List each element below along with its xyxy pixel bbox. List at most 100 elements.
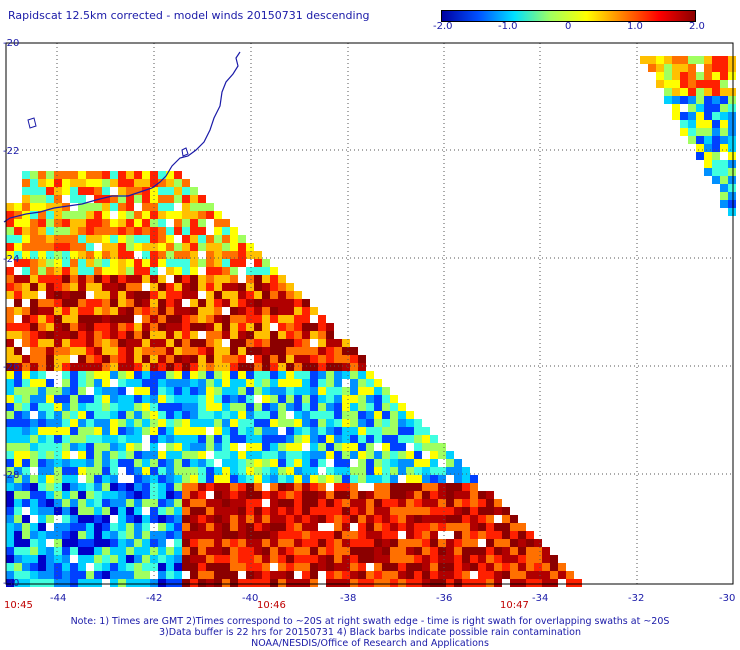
wind-cell: [246, 283, 254, 291]
wind-cell: [246, 459, 254, 467]
wind-cell: [350, 419, 358, 427]
wind-cell: [174, 571, 182, 579]
wind-cell: [6, 563, 14, 571]
wind-cell: [720, 144, 728, 152]
wind-cell: [342, 403, 350, 411]
wind-cell: [94, 355, 102, 363]
wind-cell: [318, 443, 326, 451]
wind-cell: [374, 395, 382, 403]
wind-cell: [664, 72, 672, 80]
wind-cell: [78, 579, 86, 587]
wind-cell: [294, 555, 302, 563]
wind-cell: [246, 275, 254, 283]
wind-cell: [86, 299, 94, 307]
wind-cell: [494, 499, 502, 507]
wind-cell: [86, 379, 94, 387]
wind-cell: [696, 128, 704, 136]
wind-cell: [142, 491, 150, 499]
wind-cell: [94, 547, 102, 555]
wind-cell: [222, 579, 230, 587]
wind-cell: [422, 443, 430, 451]
wind-cell: [382, 579, 390, 587]
wind-cell: [22, 307, 30, 315]
wind-cell: [390, 483, 398, 491]
wind-cell: [262, 267, 270, 275]
wind-cell: [390, 427, 398, 435]
wind-cell: [510, 523, 518, 531]
wind-cell: [502, 563, 510, 571]
wind-cell: [70, 419, 78, 427]
wind-cell: [254, 251, 262, 259]
wind-cell: [62, 571, 70, 579]
wind-cell: [142, 427, 150, 435]
wind-cell: [46, 499, 54, 507]
wind-cell: [38, 523, 46, 531]
wind-cell: [712, 72, 720, 80]
wind-cell: [14, 283, 22, 291]
wind-cell: [728, 144, 736, 152]
wind-cell: [214, 387, 222, 395]
wind-cell: [110, 283, 118, 291]
wind-cell: [14, 475, 22, 483]
wind-cell: [102, 571, 110, 579]
wind-cell: [374, 451, 382, 459]
wind-cell: [142, 251, 150, 259]
wind-cell: [158, 531, 166, 539]
wind-cell: [134, 443, 142, 451]
wind-cell: [302, 555, 310, 563]
wind-cell: [166, 179, 174, 187]
wind-cell: [358, 451, 366, 459]
wind-cell: [134, 347, 142, 355]
wind-cell: [366, 491, 374, 499]
wind-cell: [78, 451, 86, 459]
wind-cell: [70, 515, 78, 523]
wind-cell: [342, 523, 350, 531]
wind-cell: [278, 283, 286, 291]
wind-cell: [214, 419, 222, 427]
wind-cell: [398, 427, 406, 435]
wind-cell: [46, 531, 54, 539]
wind-cell: [86, 323, 94, 331]
wind-cell: [230, 315, 238, 323]
wind-cell: [134, 267, 142, 275]
wind-cell: [78, 547, 86, 555]
wind-cell: [110, 531, 118, 539]
wind-cell: [334, 515, 342, 523]
wind-cell: [62, 499, 70, 507]
wind-cell: [246, 475, 254, 483]
wind-cell: [302, 363, 310, 371]
wind-cell: [374, 539, 382, 547]
wind-cell: [238, 403, 246, 411]
wind-cell: [262, 411, 270, 419]
wind-cell: [486, 579, 494, 587]
wind-cell: [54, 211, 62, 219]
wind-cell: [166, 419, 174, 427]
wind-cell: [214, 555, 222, 563]
wind-cell: [62, 459, 70, 467]
wind-cell: [166, 387, 174, 395]
wind-cell: [86, 523, 94, 531]
wind-cell: [230, 539, 238, 547]
wind-cell: [230, 267, 238, 275]
wind-cell: [134, 227, 142, 235]
wind-cell: [6, 491, 14, 499]
wind-cell: [158, 475, 166, 483]
wind-cell: [286, 451, 294, 459]
wind-cell: [262, 387, 270, 395]
wind-cell: [278, 467, 286, 475]
wind-cell: [70, 235, 78, 243]
wind-cell: [206, 251, 214, 259]
wind-cell: [318, 483, 326, 491]
wind-cell: [302, 475, 310, 483]
wind-cell: [462, 475, 470, 483]
wind-cell: [54, 339, 62, 347]
wind-cell: [254, 371, 262, 379]
wind-cell: [14, 355, 22, 363]
wind-cell: [254, 403, 262, 411]
wind-cell: [278, 299, 286, 307]
wind-cell: [94, 219, 102, 227]
wind-cell: [174, 563, 182, 571]
wind-cell: [478, 523, 486, 531]
wind-cell: [54, 427, 62, 435]
wind-cell: [358, 523, 366, 531]
